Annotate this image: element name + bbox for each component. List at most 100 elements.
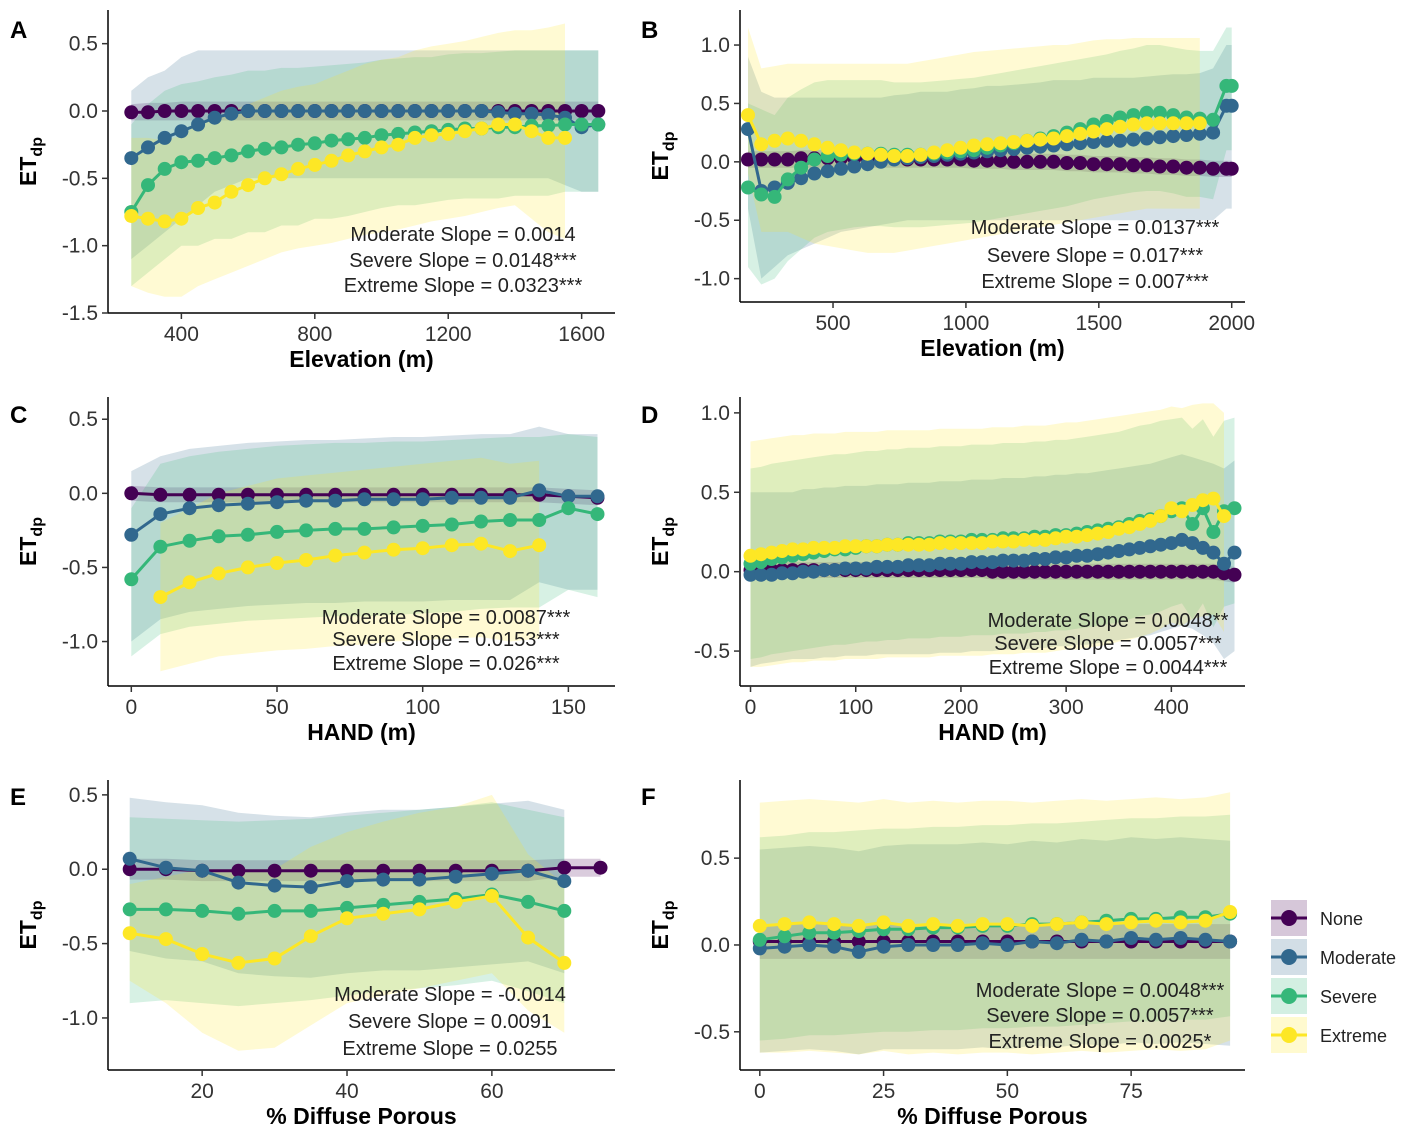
data-point (574, 117, 589, 132)
data-point (1099, 917, 1114, 932)
data-point (341, 148, 356, 163)
data-point (507, 117, 522, 132)
data-point (558, 130, 572, 145)
data-point (124, 105, 139, 120)
data-point (1166, 159, 1181, 174)
slope-annotation: Severe Slope = 0.0057*** (994, 633, 1222, 655)
data-point (873, 147, 888, 162)
data-point (754, 137, 769, 152)
data-point (593, 860, 608, 875)
data-point (993, 153, 1008, 168)
data-point (806, 540, 821, 555)
data-point (1048, 564, 1063, 579)
series-extreme (122, 889, 572, 970)
data-point (1223, 934, 1238, 949)
data-point (141, 140, 155, 155)
data-point (901, 537, 916, 552)
x-tick-label: 500 (816, 312, 851, 335)
data-point (869, 559, 884, 574)
data-point (174, 104, 189, 118)
data-point (1152, 116, 1167, 131)
data-point (153, 590, 168, 605)
data-point (754, 567, 768, 582)
data-point (386, 520, 401, 535)
slope-annotation: Moderate Slope = -0.0014 (334, 984, 566, 1006)
data-point (1020, 154, 1035, 169)
data-point (802, 915, 817, 930)
data-point (1046, 131, 1061, 146)
data-point (1033, 132, 1048, 147)
data-point (1006, 534, 1021, 549)
y-tick-label: 0.5 (701, 847, 730, 870)
data-point (785, 566, 800, 581)
data-point (561, 489, 576, 504)
data-point (557, 874, 572, 889)
data-point (407, 104, 422, 118)
data-point (1206, 161, 1221, 176)
slope-annotation: Moderate Slope = 0.0137*** (971, 217, 1220, 239)
x-tick-label: 50 (265, 696, 288, 719)
data-point (743, 548, 758, 563)
data-point (802, 938, 817, 952)
x-tick-label: 1000 (943, 312, 990, 335)
data-point (211, 487, 226, 502)
data-point (457, 124, 472, 139)
data-point (1179, 128, 1194, 142)
data-point (743, 567, 758, 582)
data-point (817, 563, 832, 578)
x-axis-title: % Diffuse Porous (266, 1103, 456, 1129)
data-point (1217, 566, 1231, 581)
data-point (328, 548, 343, 563)
data-point (741, 180, 755, 195)
x-axis-title: HAND (m) (938, 719, 1047, 745)
data-point (1206, 564, 1221, 579)
x-tick-label: 50 (996, 1080, 1019, 1103)
data-point (1227, 501, 1242, 516)
data-point (848, 561, 863, 576)
data-point (1217, 556, 1231, 571)
data-point (1101, 564, 1116, 579)
slope-annotation: Moderate Slope = 0.0087*** (322, 607, 571, 629)
data-point (1185, 517, 1200, 531)
data-point (1006, 553, 1021, 568)
y-tick-label: -1.0 (62, 1007, 98, 1030)
series-extreme (743, 491, 1231, 563)
legend-label: Moderate (1320, 948, 1396, 968)
data-point (1086, 157, 1101, 172)
data-point (141, 211, 155, 226)
data-point (1153, 537, 1168, 552)
data-point (1046, 154, 1061, 169)
data-point (827, 540, 842, 555)
data-point (796, 542, 811, 557)
data-point (1080, 528, 1095, 543)
data-point (1224, 98, 1239, 113)
data-point (291, 104, 306, 118)
slope-annotation: Severe Slope = 0.0091 (348, 1011, 552, 1033)
data-point (1217, 509, 1231, 524)
data-point (975, 536, 989, 551)
data-point (940, 143, 955, 158)
data-point (1059, 129, 1074, 144)
y-tick-label: -0.5 (62, 933, 98, 956)
data-point (1113, 133, 1128, 148)
data-point (191, 104, 206, 118)
y-tick-label: 0.0 (69, 858, 98, 881)
data-point (484, 889, 499, 903)
data-point (303, 929, 318, 944)
data-point (1132, 564, 1147, 579)
data-point (491, 117, 506, 132)
data-point (820, 164, 835, 179)
data-point (985, 564, 1000, 579)
data-point (1111, 544, 1126, 558)
data-point (1124, 931, 1139, 945)
y-axis-title: ETdp (647, 517, 678, 566)
data-point (211, 498, 226, 513)
data-point (386, 542, 401, 557)
data-point (820, 140, 835, 155)
series-extreme (752, 905, 1238, 933)
x-tick-label: 25 (872, 1080, 895, 1103)
data-point (1027, 564, 1042, 579)
data-point (391, 126, 406, 141)
data-point (890, 559, 905, 574)
data-point (775, 566, 790, 581)
